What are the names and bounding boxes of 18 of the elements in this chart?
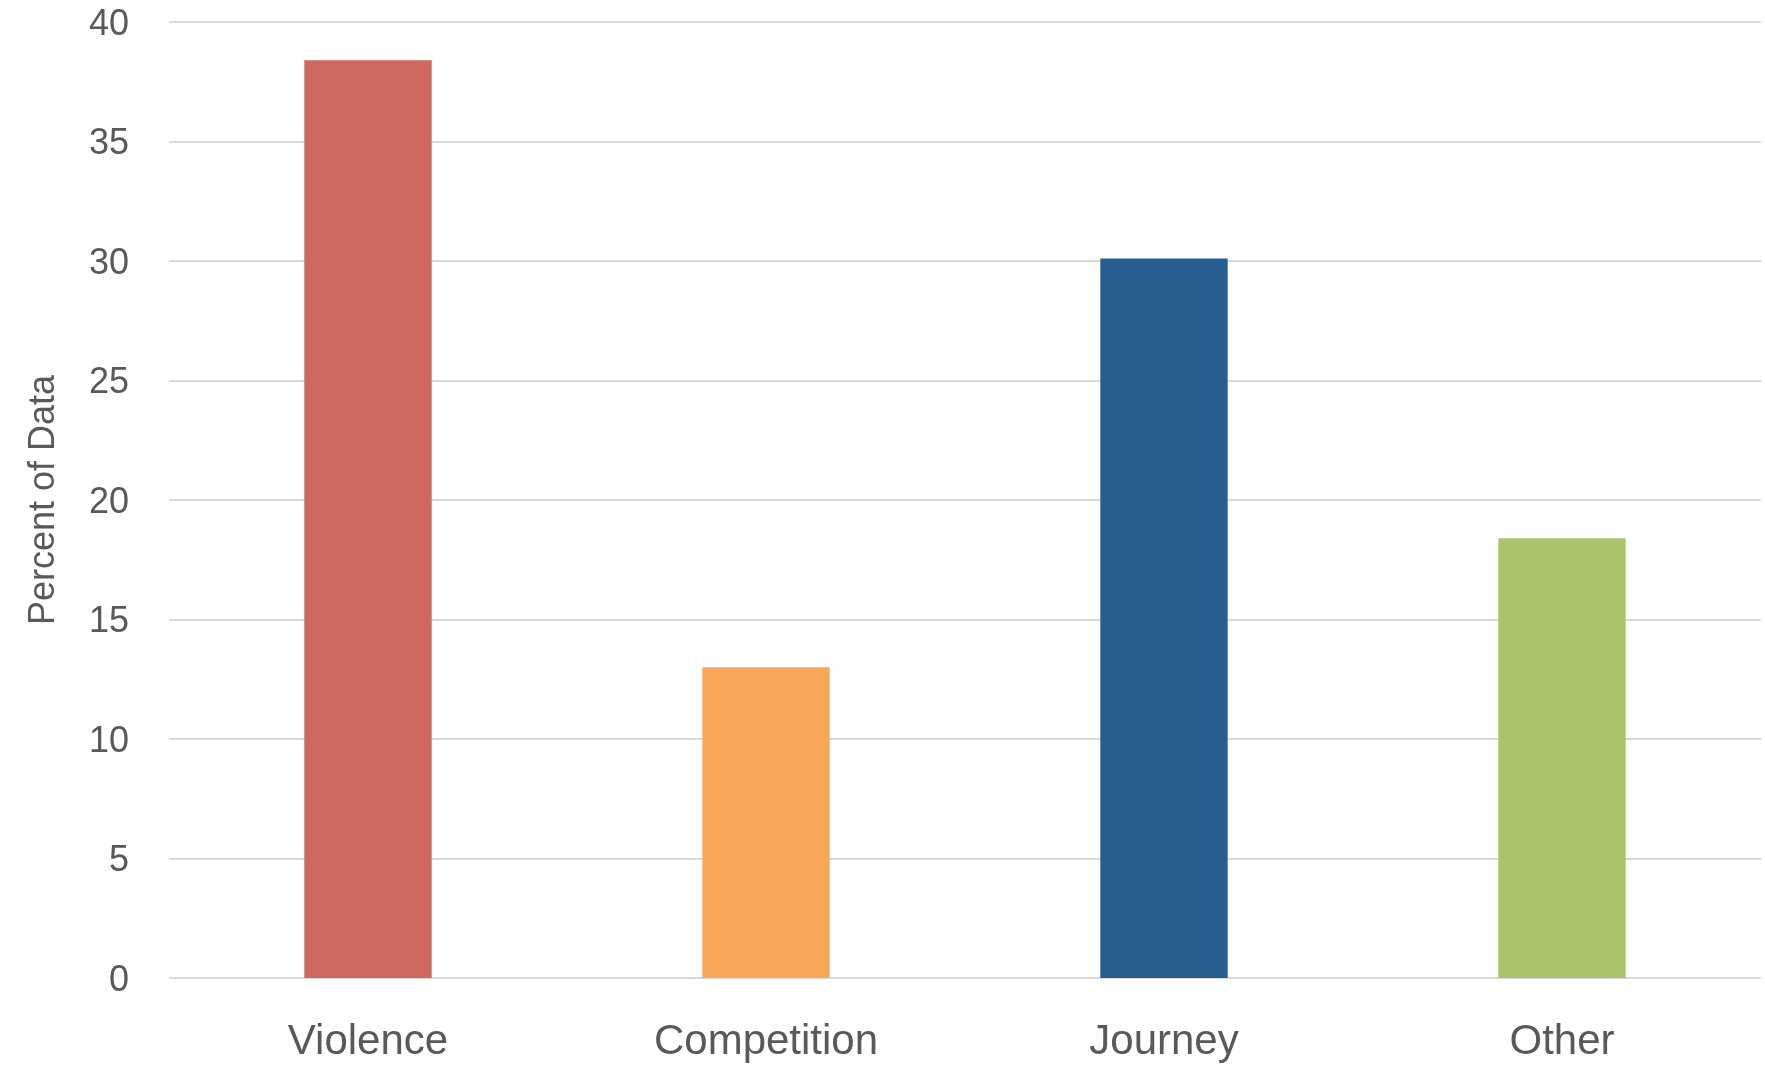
x-tick-label: Journey [1089,1015,1239,1063]
y-tick-label: 5 [108,838,129,879]
bar [702,667,830,978]
y-tick-label: 35 [88,121,129,162]
y-tick-label: 15 [88,599,129,640]
x-tick-label: Competition [653,1015,879,1063]
bar [1498,538,1626,978]
y-axis-title: Percent of Data [20,373,62,626]
x-tick-label: Other [1509,1015,1615,1063]
y-tick-label: 25 [88,360,129,401]
y-tick-label: 40 [88,1,129,43]
y-tick-label: 10 [88,718,129,760]
bar [304,60,432,978]
y-tick-label: 20 [88,479,129,521]
y-tick-label: 0 [108,957,129,999]
y-tick-label: 30 [88,240,129,282]
bar [1100,258,1228,978]
x-tick-label: Violence [287,1015,449,1063]
